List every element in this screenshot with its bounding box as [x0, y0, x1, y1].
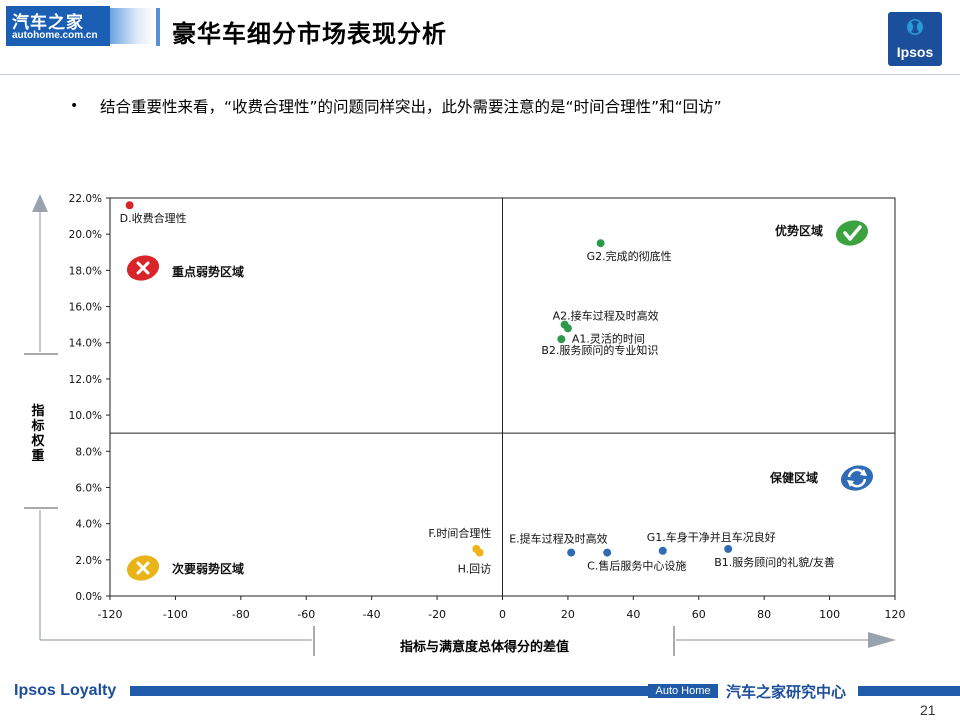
advantage-check-icon-glyph — [843, 225, 862, 241]
data-point-label: A2.接车过程及时高效 — [553, 309, 659, 323]
y-tick-label: 18.0% — [69, 265, 102, 277]
data-point-label: C.售后服务中心设施 — [587, 559, 686, 573]
weakness-x-icon — [125, 253, 161, 283]
data-point-label: G2.完成的彻底性 — [587, 249, 672, 263]
maintenance-refresh-icon-shape — [839, 463, 875, 493]
x-tick-label: -100 — [163, 608, 188, 621]
quadrant-label: 次要弱势区域 — [172, 561, 244, 576]
data-point — [603, 548, 612, 557]
minor-weakness-x-icon — [125, 553, 161, 583]
data-point — [567, 548, 576, 557]
data-point — [557, 335, 566, 344]
y-tick-label: 8.0% — [75, 446, 102, 458]
data-point-label: B1.服务顾问的礼貌/友善 — [714, 555, 835, 569]
x-arrow-head — [868, 632, 896, 648]
data-point — [596, 239, 605, 248]
data-point-label: D.收费合理性 — [120, 211, 187, 225]
footer-brand-text: Ipsos Loyalty — [14, 682, 117, 699]
y-tick-label: 6.0% — [75, 482, 102, 494]
footer-autohome-label: Auto Home — [648, 684, 718, 698]
footer-bar — [0, 686, 960, 696]
data-point — [724, 544, 733, 553]
plot-area: 0.0% 2.0% 4.0% 6.0% 8.0% 10.0% 12.0% 14.0% 16.0%… — [69, 193, 906, 621]
logo-line1: 汽车之家 — [12, 13, 84, 33]
y-tick-label: 16.0% — [69, 302, 102, 314]
x-tick-label: 20 — [561, 608, 575, 621]
logo-line2: autohome.com.cn — [12, 30, 98, 41]
data-point — [475, 548, 484, 557]
quadrant-label: 保健区域 — [769, 470, 818, 485]
quadrant-label: 重点弱势区域 — [172, 264, 244, 279]
y-axis-title: 指标权重 — [31, 404, 45, 464]
x-tick-label: -40 — [363, 608, 381, 621]
y-tick-label: 20.0% — [69, 229, 102, 241]
page-title: 豪华车细分市场表现分析 — [172, 20, 447, 48]
data-point-label: F.时间合理性 — [428, 526, 491, 540]
advantage-check-icon — [834, 218, 870, 248]
maintenance-refresh-icon-arrow — [847, 480, 854, 487]
page-number: 21 — [920, 702, 936, 718]
maintenance-refresh-icon — [839, 463, 875, 493]
y-tick-label: 4.0% — [75, 519, 102, 531]
ipsos-logo: Ipsos — [888, 12, 942, 66]
footer-brand: Ipsos Loyalty — [0, 682, 130, 700]
data-point — [125, 201, 134, 210]
bullet-marker: • — [70, 98, 79, 114]
maintenance-refresh-icon-arrow — [860, 469, 867, 476]
x-tick-label: 100 — [819, 608, 840, 621]
data-point-label: G1.车身干净并且车况良好 — [647, 530, 776, 544]
x-tick-label: -80 — [232, 608, 250, 621]
header-divider — [156, 8, 160, 46]
weakness-x-icon-glyph — [136, 261, 150, 275]
footer-research-center-text: 汽车之家研究中心 — [726, 683, 847, 701]
footer-research-center: 汽车之家研究中心 — [718, 681, 858, 701]
y-tick-label: 22.0% — [69, 193, 102, 205]
data-point-label: H.回访 — [458, 563, 492, 576]
x-tick-label: 40 — [626, 608, 640, 621]
bullet-text: 结合重要性来看，“收费合理性”的问题同样突出，此外需要注意的是“时间合理性”和“… — [100, 98, 722, 116]
ipsos-head-icon — [907, 19, 923, 35]
x-tick-label: -60 — [297, 608, 315, 621]
x-tick-label: 120 — [885, 608, 906, 621]
x-axis-title: 指标与满意度总体得分的差值 — [400, 640, 570, 655]
x-tick-label: -120 — [98, 608, 123, 621]
y-tick-label: 2.0% — [75, 555, 102, 567]
y-tick-label: 14.0% — [69, 338, 102, 350]
ipsos-logo-text: Ipsos — [896, 44, 934, 60]
autohome-logo: 汽车之家 autohome.com.cn — [6, 6, 110, 46]
data-point-label: A1.灵活的时间 — [572, 331, 645, 345]
x-tick-label: 80 — [757, 608, 771, 621]
minor-weakness-x-icon-glyph — [136, 561, 150, 575]
axis-decorations — [24, 194, 896, 656]
y-tick-label: 12.0% — [69, 374, 102, 386]
title-separator — [0, 74, 960, 75]
quadrant-label: 优势区域 — [775, 223, 823, 238]
footer-stripes — [858, 686, 960, 696]
y-tick-label: 10.0% — [69, 410, 102, 422]
x-tick-label: 0 — [499, 608, 506, 621]
x-tick-label: -20 — [428, 608, 446, 621]
data-point — [658, 546, 667, 555]
header-gradient-decoration — [110, 8, 154, 44]
data-point-label: B2.服务顾问的专业知识 — [541, 343, 658, 357]
y-arrow-head — [32, 194, 48, 212]
y-tick-label: 0.0% — [75, 591, 102, 603]
data-point-label: E.提车过程及时高效 — [509, 532, 607, 546]
data-point — [563, 324, 572, 333]
x-tick-label: 60 — [692, 608, 706, 621]
